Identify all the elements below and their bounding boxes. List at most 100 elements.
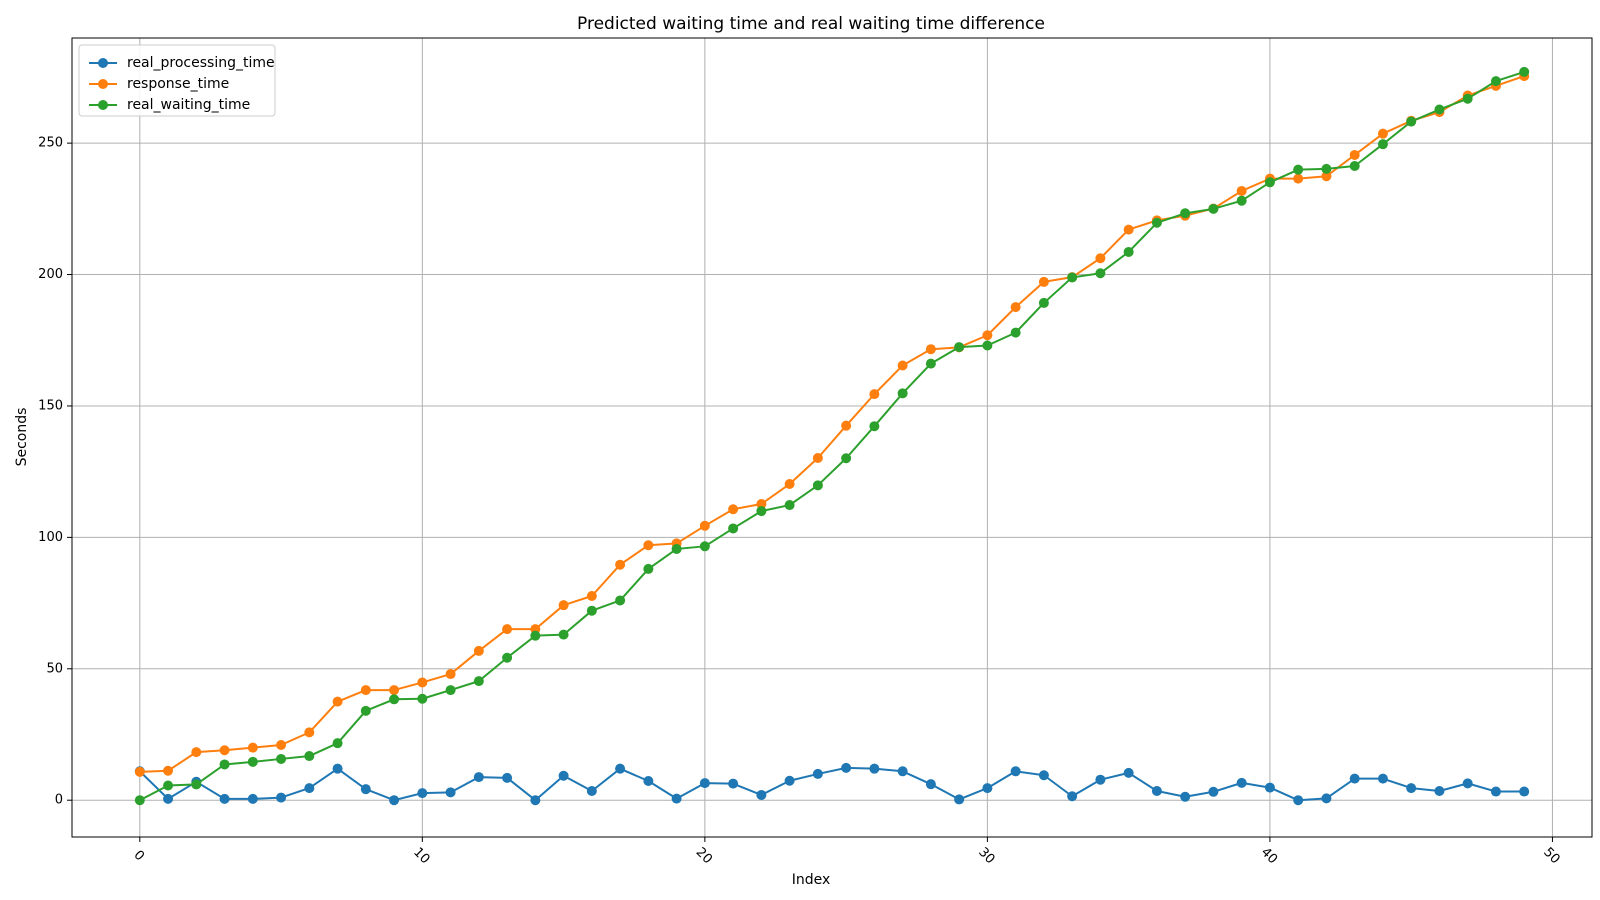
legend-swatch-marker: [98, 58, 108, 68]
series-real_waiting_time: [134, 66, 1530, 806]
data-point: [756, 789, 767, 800]
data-point: [643, 563, 654, 574]
legend-label: real_waiting_time: [127, 97, 250, 113]
data-point: [841, 453, 852, 464]
legend-label: response_time: [127, 76, 229, 92]
data-point: [982, 783, 993, 794]
legend-item: real_waiting_time: [89, 97, 250, 113]
data-point: [191, 747, 202, 758]
data-point: [925, 779, 936, 790]
data-point: [530, 630, 541, 641]
data-point: [1208, 203, 1219, 214]
data-point: [473, 676, 484, 687]
data-point: [982, 340, 993, 351]
data-point: [699, 541, 710, 552]
data-point: [812, 453, 823, 463]
data-point: [869, 421, 880, 432]
data-point: [1151, 786, 1162, 796]
data-point: [954, 794, 965, 805]
data-point: [1095, 774, 1106, 785]
data-point: [1264, 177, 1275, 188]
data-point: [586, 605, 597, 616]
data-point: [445, 669, 456, 680]
data-point: [1123, 246, 1134, 257]
data-point: [304, 727, 315, 738]
data-point: [558, 629, 569, 640]
data-point: [841, 420, 852, 431]
data-point: [1010, 302, 1021, 313]
data-point: [841, 762, 852, 773]
data-point: [1123, 224, 1134, 235]
data-point: [897, 766, 908, 777]
data-point: [1490, 76, 1501, 87]
data-point: [1377, 139, 1388, 150]
data-point: [332, 696, 343, 707]
data-point: [699, 520, 710, 531]
data-point: [1067, 791, 1078, 802]
data-point: [445, 787, 456, 798]
data-point: [1038, 770, 1049, 781]
data-point: [389, 685, 400, 696]
data-point: [1349, 149, 1360, 160]
series-layer: [134, 66, 1530, 806]
data-point: [784, 500, 795, 511]
data-point: [1293, 173, 1304, 184]
y-tick-label: 250: [38, 136, 63, 151]
data-point: [1095, 268, 1106, 279]
data-point: [1462, 93, 1473, 104]
data-point: [134, 766, 145, 777]
data-point: [219, 793, 230, 804]
legend-label: real_processing_time: [127, 55, 275, 71]
data-point: [558, 770, 569, 781]
data-point: [869, 763, 880, 774]
data-point: [1293, 795, 1304, 806]
data-point: [191, 779, 202, 790]
data-point: [925, 358, 936, 369]
data-point: [360, 784, 371, 795]
data-point: [473, 772, 484, 783]
data-point: [276, 792, 287, 803]
series-real_processing_time: [134, 762, 1530, 806]
data-point: [389, 795, 400, 806]
data-point: [558, 600, 569, 611]
data-point: [417, 677, 428, 688]
data-point: [473, 645, 484, 656]
data-point: [360, 705, 371, 716]
plot-frame: [71, 37, 1593, 838]
data-point: [1519, 786, 1530, 797]
data-point: [219, 759, 230, 770]
data-point: [247, 793, 258, 804]
data-point: [1236, 185, 1247, 196]
legend-box: [78, 44, 276, 117]
data-point: [1010, 766, 1021, 777]
series-line: [139, 70, 1525, 802]
data-point: [615, 763, 626, 774]
data-point: [784, 775, 795, 786]
data-point: [1067, 272, 1078, 283]
data-point: [643, 540, 654, 551]
data-point: [671, 543, 682, 554]
data-point: [1208, 786, 1219, 797]
data-point: [728, 778, 739, 789]
data-point: [954, 342, 965, 353]
data-point: [643, 776, 654, 787]
data-point: [1434, 786, 1445, 796]
data-point: [417, 693, 428, 704]
data-point: [219, 745, 230, 756]
data-point: [1349, 161, 1360, 171]
data-point: [1321, 163, 1332, 174]
data-point: [134, 795, 145, 806]
data-point: [502, 772, 513, 783]
data-point: [276, 753, 287, 764]
data-point: [1123, 767, 1134, 778]
data-point: [1377, 773, 1388, 784]
data-point: [530, 795, 541, 806]
data-point: [304, 751, 315, 762]
data-point: [728, 504, 739, 515]
data-point: [502, 624, 513, 635]
data-point: [1180, 791, 1191, 802]
data-point: [586, 590, 597, 601]
data-point: [897, 388, 908, 399]
